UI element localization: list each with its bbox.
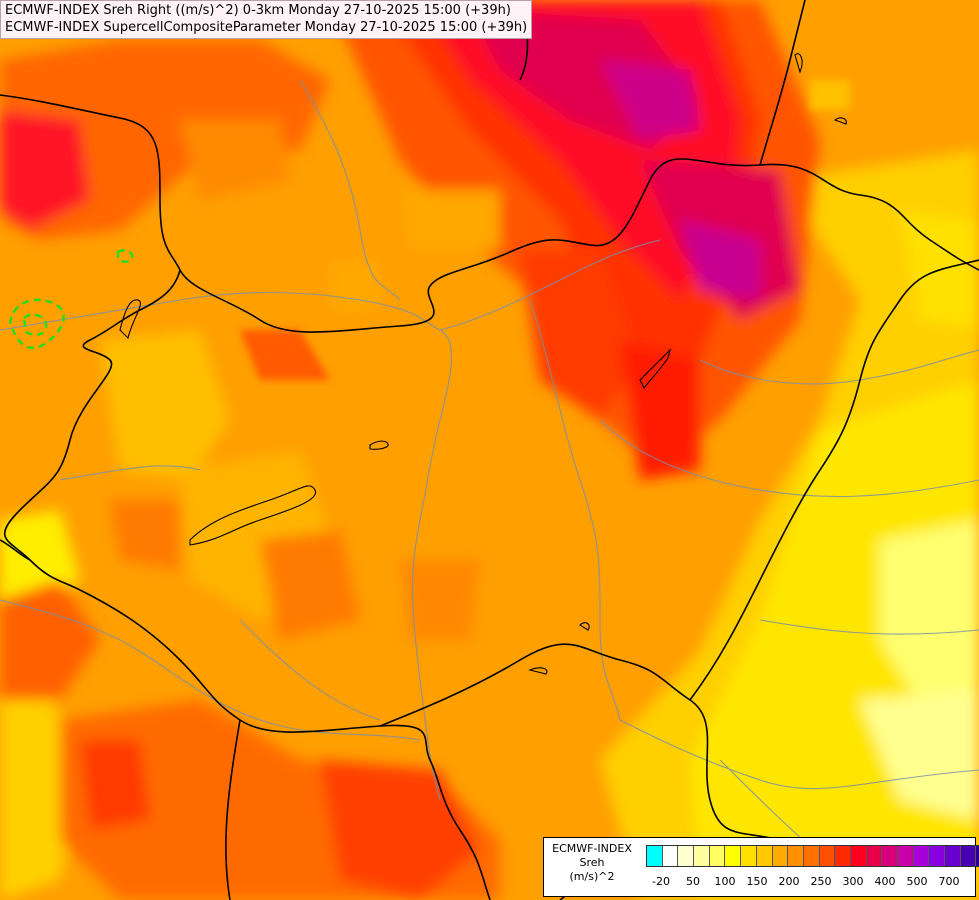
- supercell-composite-contours: [9, 249, 134, 349]
- legend-tick-label: 250: [810, 875, 832, 888]
- legend-tick-label: 300: [842, 875, 864, 888]
- legend-tick-label: 50: [686, 875, 700, 888]
- legend-tick-label: 200: [778, 875, 800, 888]
- legend-swatch: [647, 846, 663, 866]
- legend-swatch: [756, 846, 773, 866]
- legend-swatch: [960, 846, 977, 866]
- legend-tick-label: -20: [652, 875, 670, 888]
- legend-swatch: [803, 846, 820, 866]
- legend-swatch: [662, 846, 679, 866]
- legend-tick-label: 150: [746, 875, 768, 888]
- legend-tick-label: 400: [874, 875, 896, 888]
- legend-title: ECMWF-INDEX Sreh (m/s)^2: [546, 842, 638, 884]
- legend-swatch: [788, 846, 804, 866]
- legend-tick-label: 500: [906, 875, 928, 888]
- legend-swatch: [850, 846, 867, 866]
- legend-title-variable: Sreh: [579, 856, 605, 869]
- legend-swatch: [929, 846, 946, 866]
- legend-swatch: [819, 846, 836, 866]
- legend-title-units: (m/s)^2: [569, 870, 615, 883]
- legend-swatch: [694, 846, 710, 866]
- color-legend: ECMWF-INDEX Sreh (m/s)^2 -20 50 100 150 200 2…: [543, 837, 979, 897]
- legend-swatch: [913, 846, 930, 866]
- river-lines: [0, 79, 979, 881]
- legend-tick-label: 100: [714, 875, 736, 888]
- legend-swatch: [709, 846, 726, 866]
- legend-swatch: [678, 846, 695, 866]
- legend-tick-label: 700: [938, 875, 960, 888]
- legend-color-ramp: [646, 845, 979, 867]
- lake-outlines: [119, 53, 847, 675]
- legend-swatch: [976, 846, 979, 866]
- map-header: ECMWF-INDEX Sreh Right ((m/s)^2) 0-3km M…: [0, 0, 533, 39]
- header-title-helicity: ECMWF-INDEX Sreh Right ((m/s)^2) 0-3km M…: [5, 3, 511, 18]
- legend-swatch: [945, 846, 961, 866]
- header-title-scp: ECMWF-INDEX SupercellCompositeParameter …: [5, 20, 528, 35]
- legend-swatch: [741, 846, 757, 866]
- legend-swatch: [835, 846, 851, 866]
- legend-title-source: ECMWF-INDEX: [552, 842, 632, 855]
- legend-swatch: [882, 846, 898, 866]
- legend-swatch: [866, 846, 883, 866]
- legend-swatch: [772, 846, 789, 866]
- legend-swatch: [898, 846, 914, 866]
- legend-swatch: [725, 846, 742, 866]
